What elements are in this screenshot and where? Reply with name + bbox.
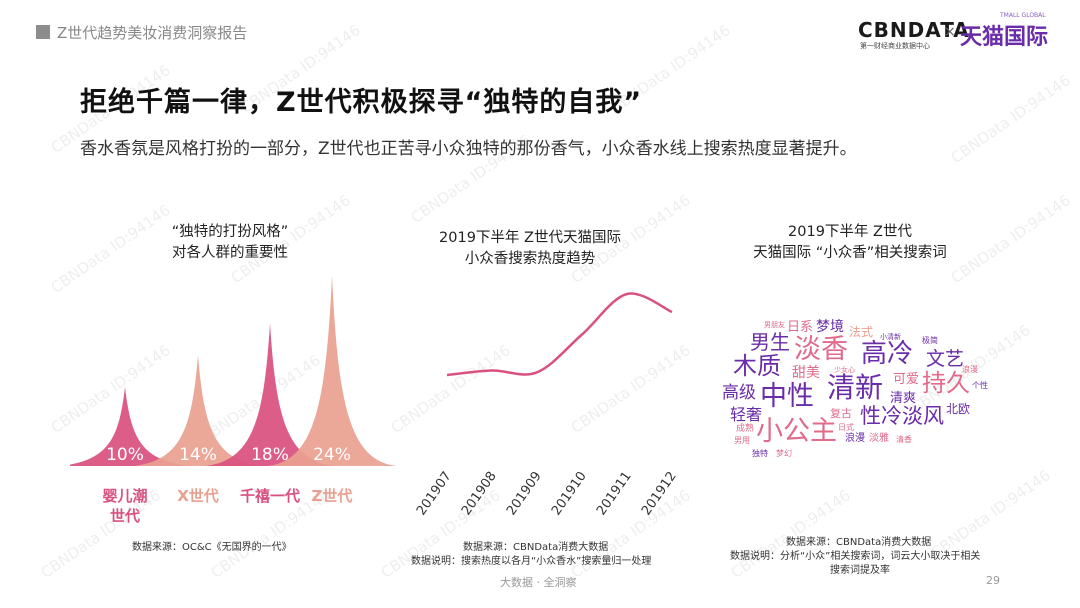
chart2-title-line2: 小众香搜索热度趋势: [464, 251, 596, 267]
report-title: Z世代趋势美妆消费洞察报告: [57, 24, 248, 42]
word-cloud-word: 日式: [838, 423, 854, 432]
peak-0: [70, 386, 189, 466]
chart1-source: 数据来源：OC&C《无国界的一代》: [132, 542, 292, 553]
page-title: 拒绝千篇一律，Z世代积极探寻“独特的自我”: [80, 87, 643, 118]
peak-1: [134, 355, 262, 466]
chart1-title: “独特的打扮风格” 对各人群的重要性: [130, 222, 330, 264]
chart2-line: 201907 201908 201909 201910 201911 201912: [414, 292, 680, 518]
word-cloud-word: 男朋友: [764, 321, 785, 329]
tmall-global-logo-subtitle: TMALL GLOBAL: [1000, 12, 1046, 19]
word-cloud-word: 轻奢: [730, 405, 763, 424]
chart3-title: 2019下半年 Z世代 天猫国际 “小众香”相关搜索词: [730, 222, 970, 264]
peak-3: [268, 276, 396, 466]
word-cloud-word: 日系: [787, 320, 814, 335]
word-cloud-word: 小清新: [880, 333, 901, 341]
x-tick-label: 201911: [594, 469, 635, 518]
word-cloud-word: 浪漫: [845, 433, 865, 444]
cbndata-logo-subtitle: 第一财经商业数据中心: [860, 42, 930, 50]
chart3-title-line1: 2019下半年 Z世代: [788, 224, 912, 240]
peak-value-label: 10%: [106, 445, 144, 465]
chart2-title-line1: 2019下半年 Z世代天猫国际: [439, 230, 621, 246]
x-tick-label: 201907: [414, 469, 455, 518]
peak-value-label: 18%: [251, 445, 289, 465]
word-cloud-word: 淡香: [794, 334, 848, 365]
watermark: CBNData ID:94146: [947, 71, 1074, 167]
word-cloud-word: 男用: [734, 436, 750, 445]
header-square-icon: [36, 25, 50, 39]
word-cloud-word: 木质: [733, 352, 781, 380]
word-cloud-word: 个性: [972, 381, 988, 390]
word-cloud-word: 复古: [830, 407, 852, 420]
word-cloud-word: 高冷: [861, 339, 914, 369]
page-number: 29: [986, 574, 1000, 587]
peak-value-label: 14%: [179, 445, 217, 465]
word-cloud-word: 独特: [752, 449, 768, 458]
word-cloud-word: 成熟: [736, 424, 755, 434]
chart3-source-line1: 数据来源：CBNData消费大数据: [786, 537, 932, 548]
x-tick-label: 201908: [459, 469, 500, 518]
peak-category-label: 婴儿潮: [102, 487, 147, 505]
word-cloud-word: 梦境: [816, 319, 844, 335]
word-cloud-word: 高级: [722, 383, 756, 403]
peak-category-label: Z世代: [312, 487, 353, 505]
x-tick-label: 201909: [504, 469, 545, 518]
word-cloud-word: 淡雅: [869, 433, 889, 444]
word-cloud-word: 文艺: [926, 348, 965, 370]
chart3-source: 数据来源：CBNData消费大数据 数据说明：分析“小众”相关搜索词，词云大小取…: [730, 536, 1020, 578]
logo-separator: ×: [944, 24, 956, 40]
word-cloud-word: 清新: [827, 371, 884, 404]
word-cloud-word: 清香: [896, 435, 912, 444]
word-cloud-word: 清爽: [890, 391, 917, 406]
word-cloud-word: 男生: [750, 330, 790, 354]
word-cloud-word: 可爱: [893, 372, 920, 387]
word-cloud-word: 北欧: [946, 402, 971, 416]
tmall-global-logo: 天猫国际: [960, 25, 1049, 50]
x-tick-label: 201912: [639, 469, 680, 518]
word-cloud-word: 浪漫: [962, 365, 978, 374]
chart2-source: 数据来源：CBNData消费大数据 数据说明：搜索热度以各月“小众香水”搜索量归…: [411, 541, 691, 569]
peak-category-label: 千禧一代: [240, 487, 300, 505]
word-cloud-word: 极简: [922, 336, 938, 345]
chart2-title: 2019下半年 Z世代天猫国际 小众香搜索热度趋势: [420, 228, 640, 270]
footer-text: 大数据 · 全洞察: [500, 576, 577, 589]
word-cloud-word: 法式: [849, 325, 874, 339]
word-cloud-word: 少女心: [834, 366, 855, 374]
word-cloud-word: 中性: [760, 381, 814, 412]
page-subtitle: 香水香氛是风格打扮的一部分，Z世代也正苦寻小众独特的那份香气，小众香水线上搜索热…: [80, 139, 857, 159]
chart3-title-line2: 天猫国际 “小众香”相关搜索词: [753, 245, 947, 261]
peak-category-label: 世代: [110, 507, 140, 525]
cbndata-logo: CBNDATA: [858, 18, 970, 42]
chart1-title-line2: 对各人群的重要性: [172, 245, 288, 261]
peak-2: [206, 323, 334, 466]
word-cloud-word: 持久: [922, 369, 970, 397]
trend-line: [446, 292, 673, 377]
word-cloud-word: 梦幻: [776, 449, 792, 458]
x-tick-label: 201910: [549, 469, 590, 518]
word-cloud-word: 小公主: [756, 416, 837, 447]
chart2-source-line1: 数据来源：CBNData消费大数据: [463, 542, 609, 553]
word-cloud-word: 甜美: [792, 365, 820, 381]
chart3-source-line2: 数据说明：分析“小众”相关搜索词，词云大小取决于相关: [730, 551, 981, 562]
chart1-title-line1: “独特的打扮风格”: [171, 224, 289, 240]
chart2-source-line2: 数据说明：搜索热度以各月“小众香水”搜索量归一处理: [411, 556, 652, 567]
chart3-source-line3: 搜索词提及率: [830, 565, 890, 576]
peak-category-label: X世代: [177, 487, 219, 505]
peak-value-label: 24%: [313, 445, 351, 465]
word-cloud-word: 性冷淡风: [860, 404, 944, 428]
